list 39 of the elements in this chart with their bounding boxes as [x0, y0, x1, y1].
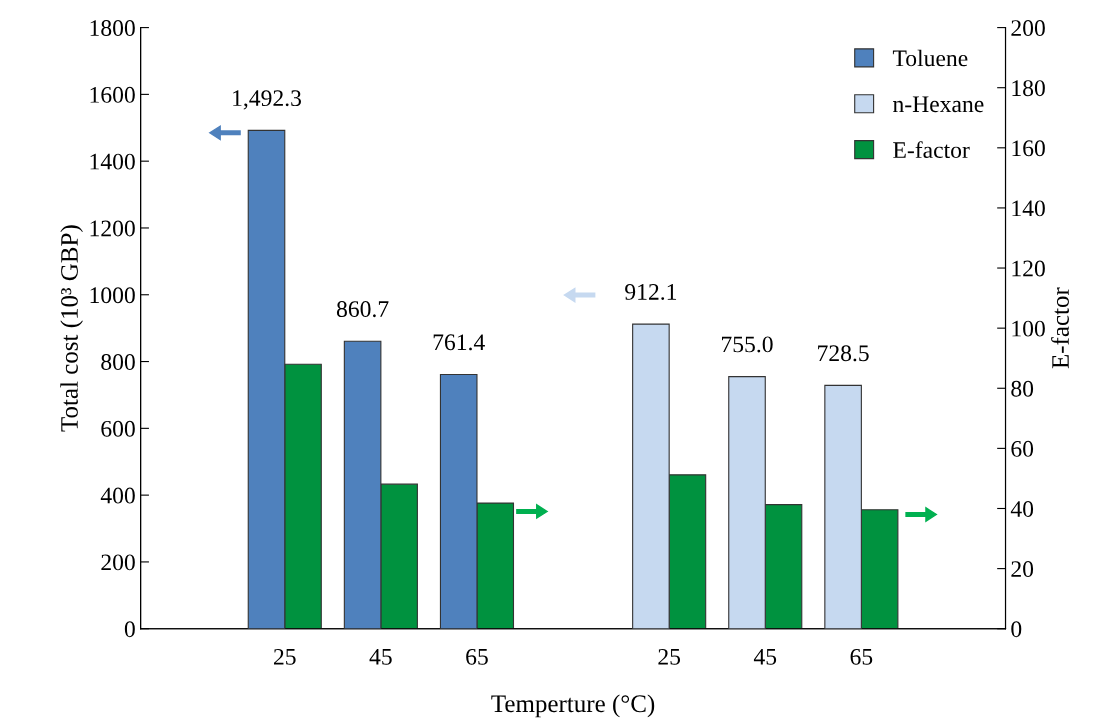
y-axis-title: Total cost (10³ GBP)	[60, 225, 83, 432]
y-tick-label: 200	[101, 554, 135, 571]
y2-tick-label: 80	[1011, 380, 1034, 397]
data-label: 1,492.3	[233, 90, 301, 110]
y2-tick-label: 200	[1011, 20, 1045, 37]
y-tick-label: 1200	[90, 220, 135, 237]
data-label: 755.0	[722, 336, 773, 353]
data-label: 761.4	[433, 334, 485, 351]
legend-label: Toluene	[892, 49, 968, 67]
x-tick-label: 65	[466, 648, 488, 665]
x-tick-label: 45	[753, 649, 777, 665]
y2-tick-label: 40	[1010, 500, 1034, 517]
y-tick-label: 1000	[90, 287, 135, 304]
x-tick-label: 25	[274, 648, 296, 665]
y2-tick-label: 0	[1011, 621, 1022, 638]
legend-label: E-factor	[893, 141, 970, 159]
x-tick-label: 65	[850, 648, 873, 665]
y2-tick-label: 160	[1012, 140, 1045, 157]
y2-tick-label: 180	[1012, 80, 1045, 97]
y-tick-label: 600	[101, 420, 135, 437]
y-tick-label: 1800	[90, 20, 135, 37]
y-tick-label: 0	[124, 621, 135, 638]
y-tick-label: 1400	[90, 153, 135, 170]
data-label: 912.1	[625, 284, 677, 300]
y-tick-label: 1600	[90, 86, 135, 103]
y2-tick-label: 120	[1012, 260, 1045, 277]
data-label: 860.7	[336, 301, 389, 318]
x-axis-title: Temperture (°C)	[491, 694, 655, 718]
x-tick-label: 45	[369, 649, 392, 665]
y2-tick-label: 60	[1011, 440, 1034, 457]
y2-tick-label: 100	[1012, 320, 1045, 337]
data-label: 728.5	[818, 345, 869, 362]
legend-label: n-Hexane	[893, 96, 984, 113]
y2-tick-label: 140	[1012, 200, 1045, 217]
y2-axis-title: E-factor	[1051, 287, 1069, 369]
y2-tick-label: 20	[1011, 561, 1034, 578]
y-tick-label: 800	[101, 354, 135, 370]
x-tick-label: 25	[658, 648, 681, 665]
y-tick-label: 400	[100, 487, 135, 504]
